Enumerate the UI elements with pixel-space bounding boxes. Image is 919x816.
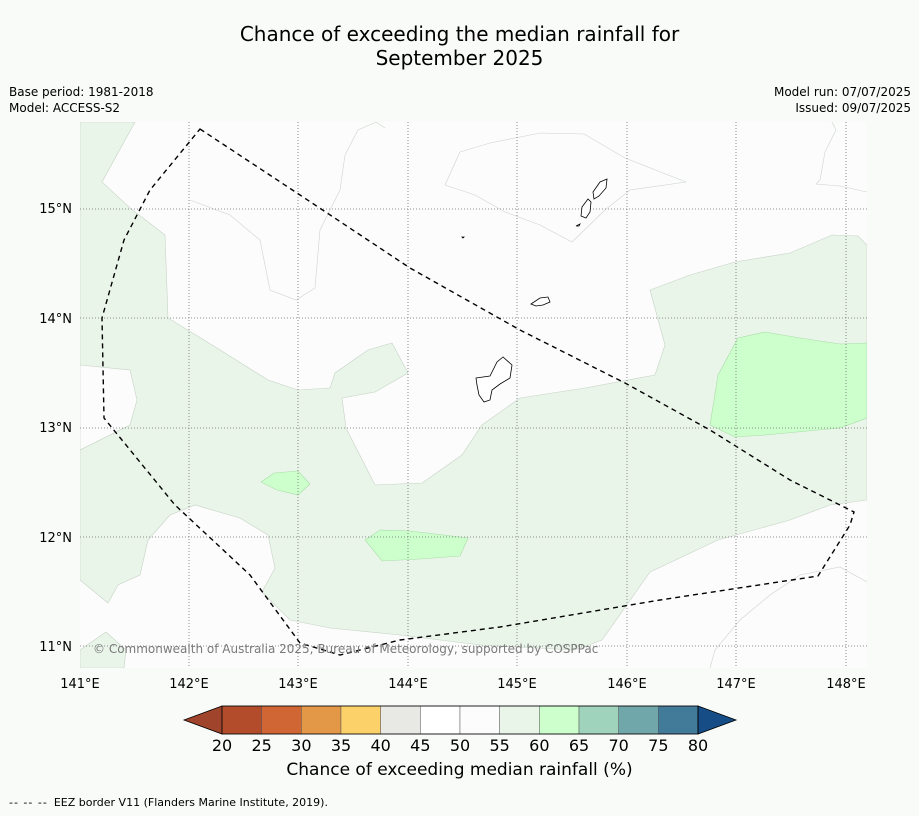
map-title: Chance of exceeding the median rainfall … [0,22,919,70]
colorbar-tick-label: 20 [212,736,232,755]
colorbar-tick-label: 25 [251,736,271,755]
contour-55-60 [80,122,867,668]
lon-label: 142°E [169,677,209,692]
model-run-text: Model run: 07/07/2025 [773,85,911,99]
contour-far-east-line [815,122,867,193]
region-south-60-65 [364,529,469,562]
colorbar-cell [420,705,461,735]
colorbar-cell [499,705,540,735]
lon-label: 143°E [278,677,318,692]
colorbar-tick-label: 40 [370,736,390,755]
contour-50-55-lines [189,122,867,668]
lat-label: 15°N [39,202,72,217]
meta-right: Model run: 07/07/2025 Issued: 09/07/2025 [774,84,911,116]
map-area: © Commonwealth of Australia 2025, Bureau… [80,122,867,668]
issued-text: Issued: 09/07/2025 [795,101,911,115]
lat-axis: 15°N 14°N 13°N 12°N 11°N [39,202,72,655]
lat-label: 12°N [39,531,72,546]
colorbar-cell [658,705,699,735]
island-saipan [592,178,608,200]
island-tinian [580,198,592,219]
lat-label: 13°N [39,421,72,436]
colorbar-cell [380,705,421,735]
model-text: Model: ACCESS-S2 [9,101,121,115]
colorbar-tick-label: 80 [688,736,708,755]
region-west-55-60 [80,122,867,651]
colorbar-tick-label: 45 [410,736,430,755]
colorbar-cell [539,705,580,735]
colorbar-cell [221,705,262,735]
colorbar-tick-label: 60 [529,736,549,755]
contour-north-line [189,122,386,301]
colorbar-cells [221,705,699,735]
lat-label: 11°N [39,640,72,655]
colorbar-cell [340,705,381,735]
lon-label: 146°E [607,677,647,692]
region-east-60-65 [709,331,867,438]
title-line-1: Chance of exceeding the median rainfall … [239,22,680,46]
colorbar-cell [618,705,659,735]
island-tiny [461,236,465,239]
lon-axis: 141°E 142°E 143°E 144°E 145°E 146°E 147°… [60,677,866,692]
colorbar-cell [578,705,619,735]
colorbar-tick-label: 30 [291,736,311,755]
colorbar-frame [221,705,699,735]
colorbar-over-arrow [697,705,738,735]
colorbar-tick-label: 55 [489,736,509,755]
contour-southeast-line [709,566,867,668]
region-southwest-55-60 [80,631,127,668]
colorbar-tick-label: 50 [450,736,470,755]
contour-northeast-line [444,132,688,243]
colorbar-tick-label: 65 [569,736,589,755]
colorbar-tick-label: 70 [608,736,628,755]
island-rota [530,296,551,307]
island-guam [475,356,513,403]
lon-label: 144°E [388,677,428,692]
colorbar-under-arrow [182,705,223,735]
footer-legend: -- -- -- EEZ border V11 (Flanders Marine … [9,796,328,809]
colorbar-tick-label: 35 [331,736,351,755]
lon-label: 148°E [826,677,866,692]
colorbar-tick-label: 75 [648,736,668,755]
lon-label: 141°E [60,677,100,692]
islands [461,178,608,403]
title-line-2: September 2025 [375,46,544,70]
contour-60-65 [260,331,867,562]
colorbar-ticks: 20 25 30 35 40 45 50 55 60 65 70 75 80 [212,736,708,755]
lat-label: 14°N [39,312,72,327]
eez-legend-text: EEZ border V11 (Flanders Marine Institut… [53,796,328,809]
lon-label: 145°E [497,677,537,692]
eez-border [101,128,855,656]
colorbar-cell [459,705,500,735]
colorbar-label: Chance of exceeding median rainfall (%) [286,760,633,780]
region-west-edge-55-60 [80,364,138,451]
copyright-text: © Commonwealth of Australia 2025, Bureau… [93,642,598,656]
eez-legend-dashes: -- -- -- [9,796,48,809]
island-aguijan [575,223,581,227]
colorbar-cell [261,705,302,735]
lon-label: 147°E [716,677,756,692]
colorbar: 20 25 30 35 40 45 50 55 60 65 70 75 80 [182,705,738,755]
meta-left: Base period: 1981-2018 Model: ACCESS-S2 [9,84,154,116]
graticule [80,122,867,668]
colorbar-cell [301,705,342,735]
base-period-text: Base period: 1981-2018 [9,85,154,99]
